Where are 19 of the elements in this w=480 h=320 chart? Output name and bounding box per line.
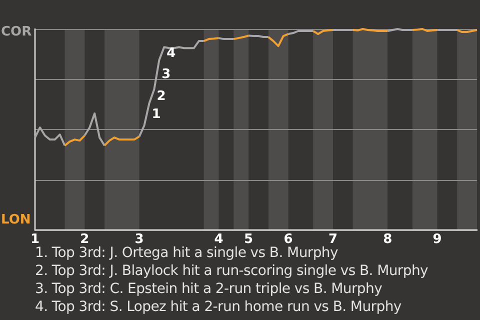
text: 1. Top 3rd: J. Ortega hit a single vs B. Murphy bbox=[35, 245, 338, 261]
text: 4. Top 3rd: S. Lopez hit a 2-run home run vs B. Murphy bbox=[35, 298, 402, 316]
text: COR bbox=[1, 24, 32, 40]
x-tick-label: 9 bbox=[432, 232, 442, 247]
x-tick-label: 1 bbox=[30, 232, 40, 247]
x-tick-label: 6 bbox=[284, 232, 293, 247]
x-tick-label: 8 bbox=[383, 232, 392, 247]
annotation: 4 bbox=[166, 46, 176, 62]
annotation: 1 bbox=[152, 106, 161, 122]
text: 3. Top 3rd: C. Epstein hit a 2-run triple vs B. Murphy bbox=[35, 280, 384, 298]
text: 2. Top 3rd: J. Blaylock hit a run-scoring single vs B. Murphy bbox=[35, 262, 428, 280]
annotation: 3 bbox=[162, 67, 171, 82]
x-tick-label: 4 bbox=[214, 232, 224, 247]
x-tick-label: 5 bbox=[244, 232, 254, 247]
x-tick-label: 7 bbox=[328, 232, 338, 247]
annotation: 2 bbox=[156, 88, 166, 104]
x-tick-label: 2 bbox=[80, 232, 90, 247]
text: LON bbox=[1, 212, 31, 228]
x-tick-label: 3 bbox=[134, 232, 144, 247]
